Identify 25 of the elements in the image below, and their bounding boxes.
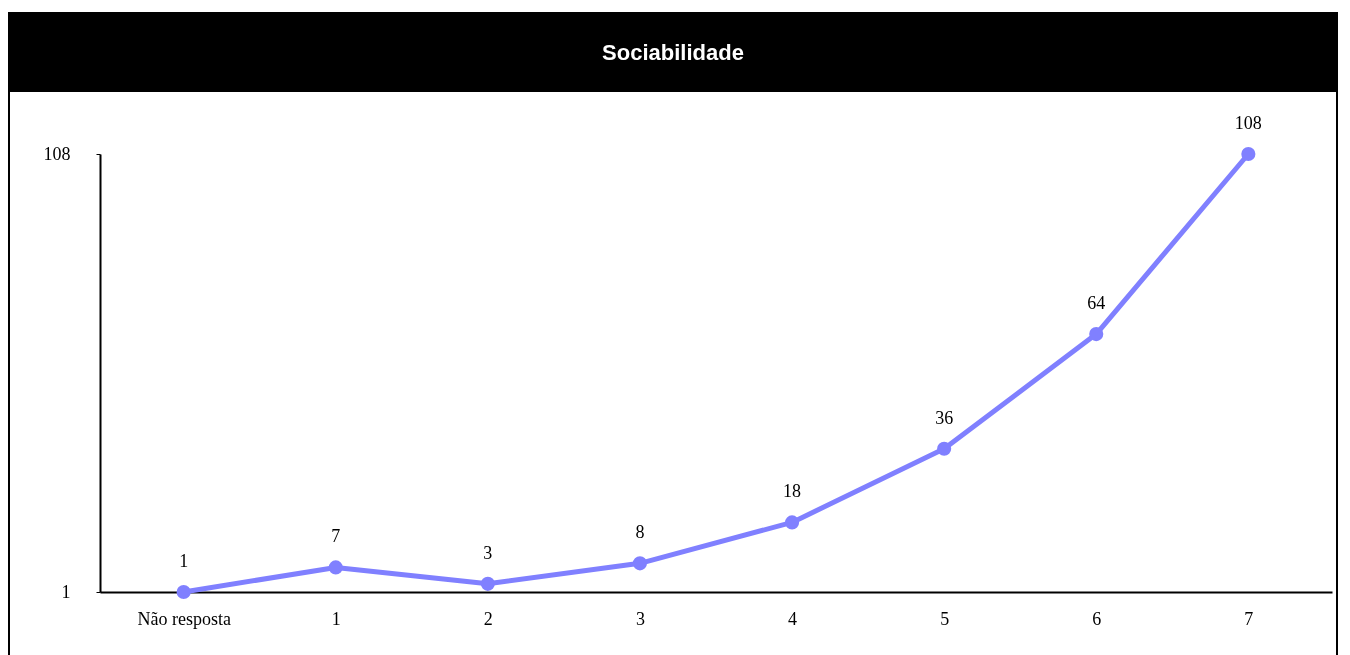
data-label: 64 — [1087, 293, 1106, 314]
data-label: 18 — [783, 481, 802, 502]
data-label: 36 — [935, 407, 954, 428]
point — [1089, 327, 1104, 342]
point — [937, 441, 952, 456]
data-label: 108 — [1234, 113, 1262, 133]
point — [176, 584, 191, 600]
x-tick-label: 4 — [788, 608, 798, 629]
data-label: 3 — [483, 542, 493, 563]
x-tick-label: 7 — [1244, 608, 1254, 629]
point — [480, 576, 495, 591]
point — [784, 515, 800, 530]
data-label: 1 — [179, 551, 189, 571]
x-tick-label: 3 — [635, 608, 645, 629]
data-label: 8 — [635, 522, 645, 543]
x-tick-label: 2 — [483, 608, 493, 629]
point — [1241, 146, 1256, 162]
chart-title: Sociabilidade — [10, 14, 1336, 92]
x-tick-label: 6 — [1092, 608, 1102, 629]
x-tick-label: 1 — [331, 608, 341, 629]
point — [632, 556, 648, 571]
x-tick-label: 5 — [940, 608, 950, 629]
data-label: 7 — [331, 526, 341, 547]
point — [328, 560, 343, 575]
x-tick-label: Não resposta — [137, 608, 231, 629]
